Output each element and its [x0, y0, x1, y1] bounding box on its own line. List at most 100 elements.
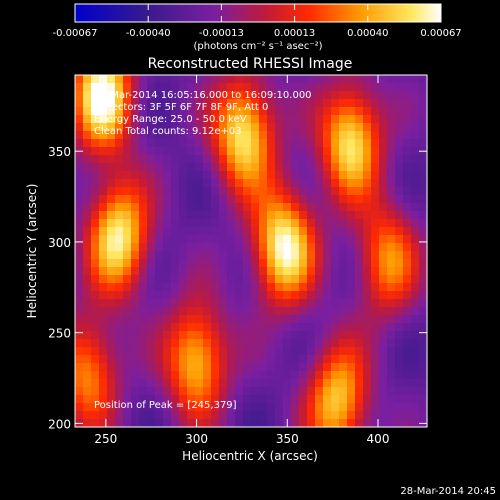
heatmap-cell — [107, 339, 116, 348]
heatmap-cell — [83, 187, 92, 196]
heatmap-cell — [187, 275, 196, 284]
heatmap-cell — [163, 307, 172, 316]
heatmap-cell — [379, 259, 388, 268]
heatmap-cell — [331, 115, 340, 124]
heatmap-cell — [307, 379, 316, 388]
heatmap-cell — [179, 75, 188, 84]
heatmap-cell — [315, 307, 324, 316]
heatmap-cell — [91, 235, 100, 244]
heatmap-cell — [307, 179, 316, 188]
heatmap-cell — [99, 267, 108, 276]
heatmap-cell — [243, 107, 252, 116]
heatmap-cell — [155, 379, 164, 388]
heatmap-cell — [163, 339, 172, 348]
heatmap-cell — [115, 91, 124, 100]
heatmap-cell — [307, 227, 316, 236]
heatmap-cell — [227, 203, 236, 212]
heatmap-cell — [371, 331, 380, 340]
heatmap-cell — [331, 283, 340, 292]
heatmap-cell — [155, 403, 164, 412]
heatmap-cell — [91, 419, 100, 428]
heatmap-cell — [99, 99, 108, 108]
heatmap-cell — [195, 363, 204, 372]
heatmap-cell — [299, 75, 308, 84]
heatmap-cell — [219, 99, 228, 108]
heatmap-cell — [419, 203, 428, 212]
heatmap-cell — [259, 203, 268, 212]
heatmap-cell — [307, 123, 316, 132]
chart-title: Reconstructed RHESSI Image — [148, 56, 353, 72]
heatmap-cell — [371, 171, 380, 180]
heatmap-cell — [395, 139, 404, 148]
heatmap-cell — [211, 147, 220, 156]
heatmap-cell — [323, 347, 332, 356]
heatmap-cell — [267, 91, 276, 100]
heatmap-cell — [147, 91, 156, 100]
heatmap-cell — [299, 395, 308, 404]
heatmap-cell — [219, 331, 228, 340]
heatmap-cell — [219, 403, 228, 412]
heatmap-cell — [355, 171, 364, 180]
heatmap-cell — [387, 83, 396, 92]
heatmap-cell — [411, 123, 420, 132]
heatmap-cell — [139, 203, 148, 212]
heatmap-cell — [355, 275, 364, 284]
heatmap-cell — [275, 219, 284, 228]
heatmap-cell — [107, 291, 116, 300]
heatmap-cell — [387, 171, 396, 180]
heatmap-cell — [291, 379, 300, 388]
heatmap-cell — [315, 195, 324, 204]
heatmap-cell — [155, 307, 164, 316]
heatmap-cell — [131, 299, 140, 308]
heatmap-cell — [227, 147, 236, 156]
heatmap-cell — [243, 163, 252, 172]
heatmap-cell — [291, 195, 300, 204]
heatmap-cell — [331, 243, 340, 252]
heatmap-cell — [227, 131, 236, 140]
heatmap-cell — [211, 139, 220, 148]
heatmap-cell — [299, 115, 308, 124]
heatmap-cell — [267, 291, 276, 300]
heatmap-cell — [291, 259, 300, 268]
heatmap-cell — [91, 211, 100, 220]
heatmap-cell — [99, 227, 108, 236]
heatmap-cell — [339, 347, 348, 356]
heatmap-cell — [139, 91, 148, 100]
heatmap-cell — [75, 259, 84, 268]
heatmap-cell — [107, 323, 116, 332]
heatmap-cell — [155, 219, 164, 228]
heatmap-cell — [131, 235, 140, 244]
heatmap-cell — [91, 387, 100, 396]
heatmap-cell — [227, 331, 236, 340]
heatmap-cell — [107, 75, 116, 84]
heatmap-cell — [307, 163, 316, 172]
heatmap-cell — [195, 235, 204, 244]
heatmap-cell — [419, 99, 428, 108]
heatmap-cell — [99, 75, 108, 84]
heatmap-cell — [267, 123, 276, 132]
heatmap-cell — [331, 227, 340, 236]
heatmap-cell — [387, 219, 396, 228]
heatmap-cell — [187, 379, 196, 388]
heatmap-cell — [131, 115, 140, 124]
heatmap-cell — [107, 91, 116, 100]
heatmap-cell — [99, 203, 108, 212]
heatmap-cell — [123, 259, 132, 268]
heatmap-cell — [339, 171, 348, 180]
heatmap-cell — [227, 91, 236, 100]
heatmap-cell — [115, 179, 124, 188]
heatmap-cell — [139, 355, 148, 364]
heatmap-cell — [163, 75, 172, 84]
heatmap-cell — [339, 115, 348, 124]
heatmap-cell — [347, 355, 356, 364]
heatmap-cell — [355, 419, 364, 428]
heatmap-cell — [219, 83, 228, 92]
heatmap-cell — [115, 331, 124, 340]
annotation-detectors: Detectors: 3F 5F 6F 7F 8F 9F, Att 0 — [94, 102, 268, 113]
heatmap-cell — [171, 211, 180, 220]
heatmap-cell — [75, 91, 84, 100]
heatmap-cell — [235, 75, 244, 84]
heatmap-cell — [75, 347, 84, 356]
heatmap-cell — [203, 123, 212, 132]
heatmap-cell — [227, 115, 236, 124]
